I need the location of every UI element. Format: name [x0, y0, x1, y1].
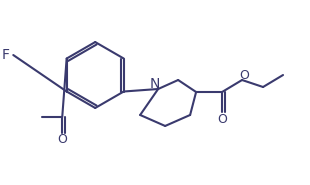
Text: N: N	[150, 77, 160, 91]
Text: O: O	[217, 113, 227, 127]
Text: F: F	[1, 48, 9, 62]
Text: O: O	[57, 133, 67, 147]
Text: O: O	[239, 68, 249, 82]
